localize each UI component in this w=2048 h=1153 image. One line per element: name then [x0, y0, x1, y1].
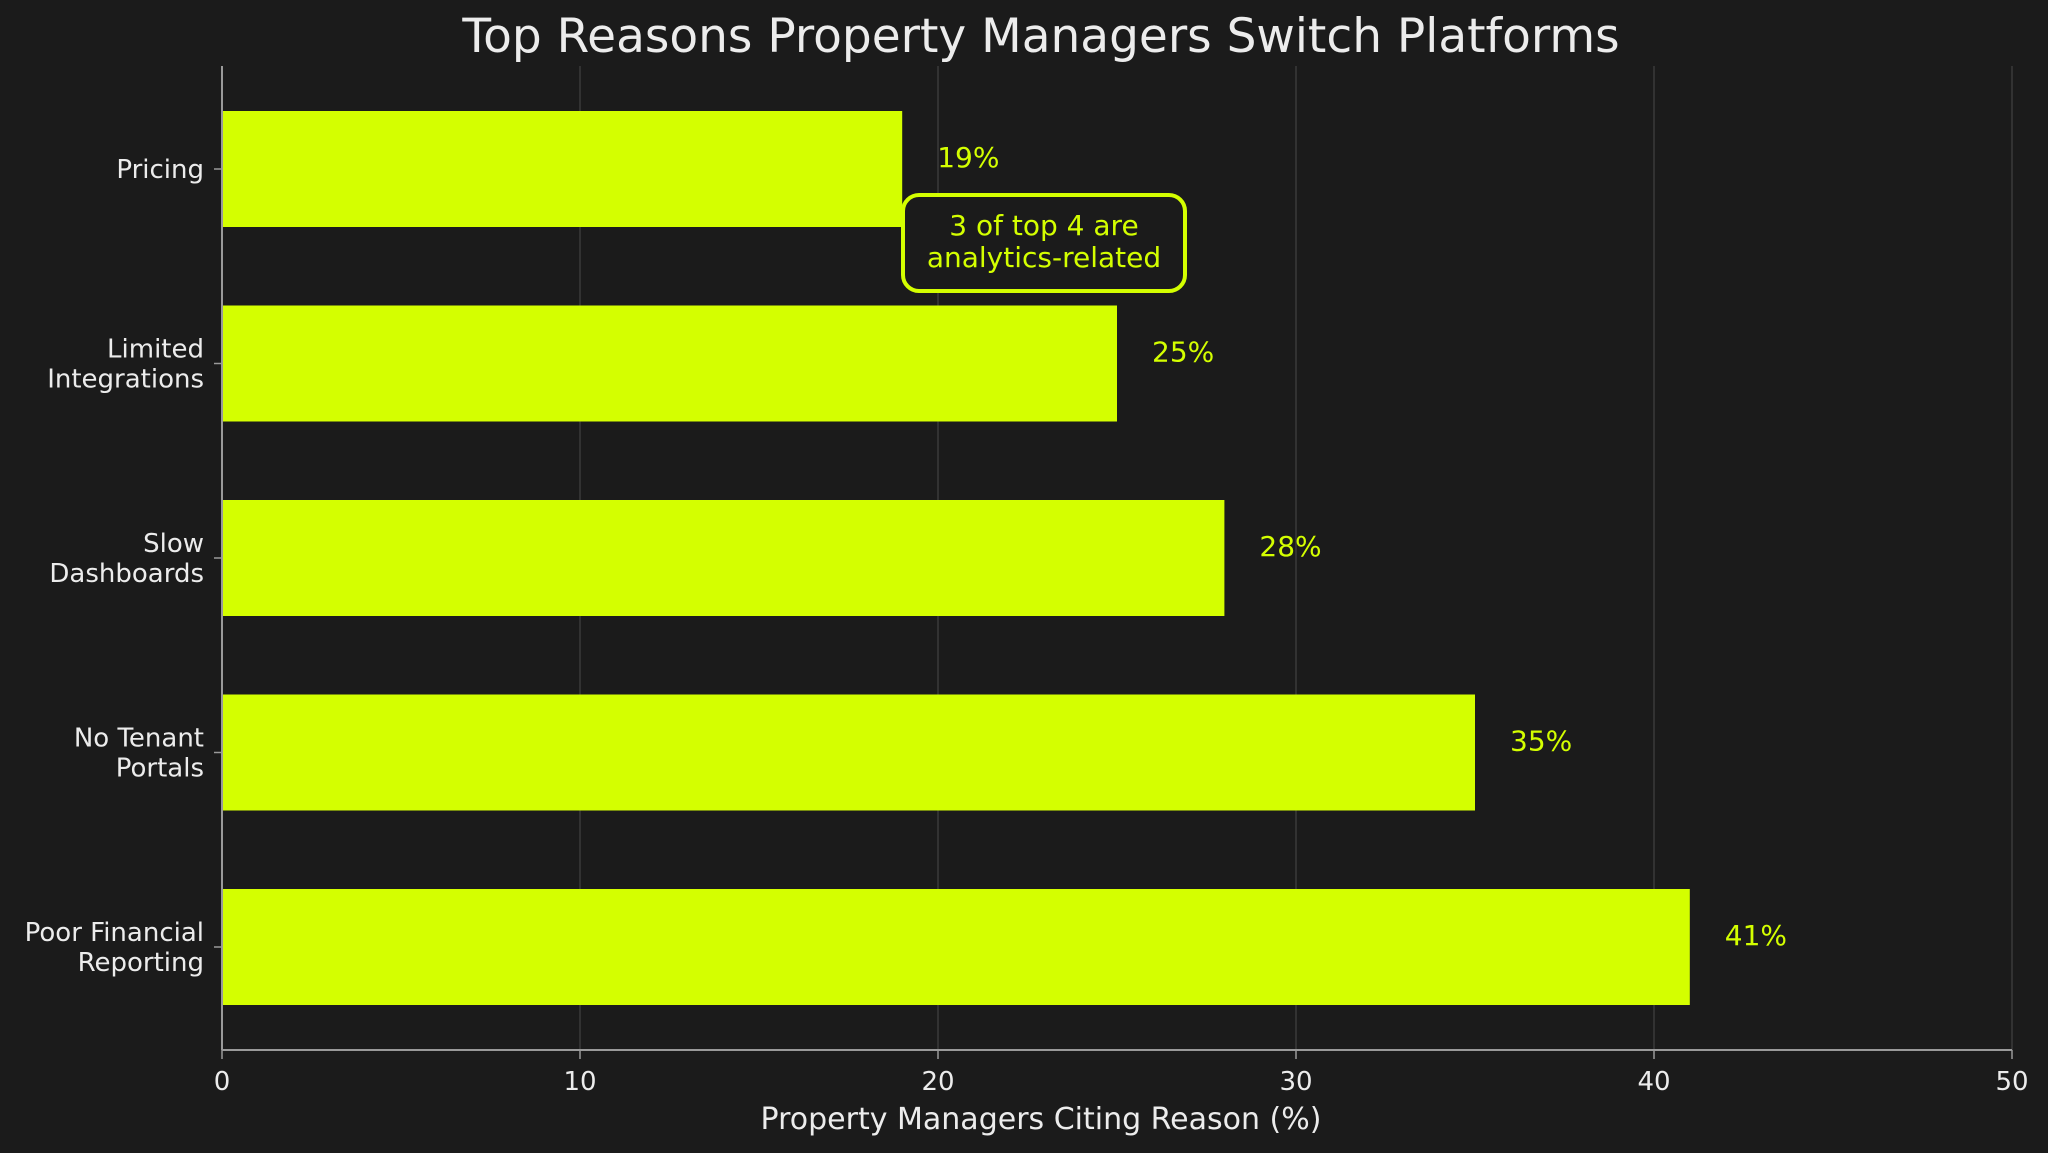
x-tick-label-40: 40 [1637, 1067, 1670, 1097]
value-label-2: 25% [1152, 336, 1214, 369]
x-tick-label-20: 20 [921, 1067, 954, 1097]
value-label-1: 19% [937, 141, 999, 174]
x-tick-label-0: 0 [214, 1067, 231, 1097]
annotation: 3 of top 4 are analytics-related [901, 193, 1187, 293]
labels: Pricing 19% Limited Integrations 25% Slow Dash… [25, 141, 2029, 1097]
bar-3 [222, 500, 1225, 616]
value-label-4: 35% [1510, 725, 1572, 758]
x-tick-label-30: 30 [1279, 1067, 1312, 1097]
category-label-3: Slow Dashboards [49, 529, 204, 589]
value-label-3: 28% [1259, 530, 1321, 563]
chart-title: Top Reasons Property Managers Switch Pla… [461, 9, 1619, 64]
x-tick-label-50: 50 [1995, 1067, 2028, 1097]
category-label-5: Poor Financial Reporting [25, 918, 204, 978]
annotation-box [901, 193, 1187, 293]
bar-5 [222, 889, 1690, 1005]
annotation-text: 3 of top 4 are analytics-related [927, 209, 1161, 274]
bar-1 [222, 111, 903, 227]
category-label-2: Limited Integrations [47, 335, 204, 395]
value-label-5: 41% [1725, 919, 1787, 952]
x-axis-title: Property Managers Citing Reason (%) [761, 1102, 1322, 1137]
bar-2 [222, 305, 1117, 422]
bars [222, 111, 1690, 1005]
bar-4 [222, 694, 1475, 811]
axes [214, 66, 2013, 1059]
category-label-1: Pricing [116, 155, 204, 185]
category-label-4: No Tenant Portals [74, 724, 204, 784]
x-tick-label-10: 10 [563, 1067, 596, 1097]
